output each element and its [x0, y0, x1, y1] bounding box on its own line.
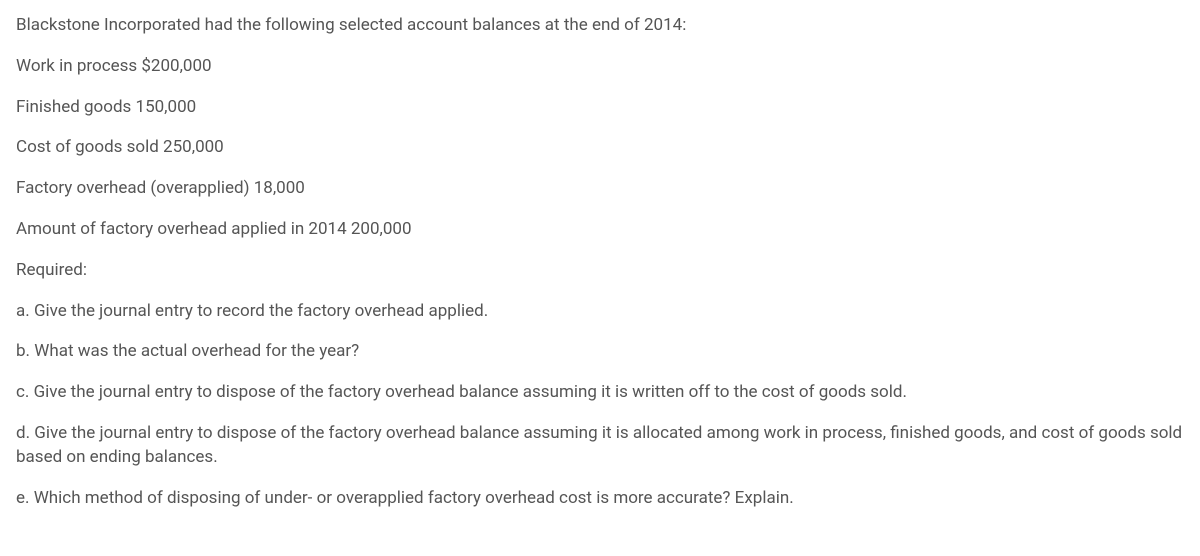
- factory-overhead-overapplied-line: Factory overhead (overapplied) 18,000: [16, 177, 1184, 201]
- intro-text: Blackstone Incorporated had the followin…: [16, 14, 1184, 38]
- question-e: e. Which method of disposing of under- o…: [16, 487, 1184, 511]
- required-label: Required:: [16, 259, 1184, 283]
- cogs-line: Cost of goods sold 250,000: [16, 136, 1184, 160]
- question-b: b. What was the actual overhead for the …: [16, 340, 1184, 364]
- work-in-process-line: Work in process $200,000: [16, 55, 1184, 79]
- factory-overhead-applied-line: Amount of factory overhead applied in 20…: [16, 218, 1184, 242]
- question-c: c. Give the journal entry to dispose of …: [16, 381, 1184, 405]
- question-a: a. Give the journal entry to record the …: [16, 300, 1184, 324]
- question-d: d. Give the journal entry to dispose of …: [16, 422, 1184, 470]
- finished-goods-line: Finished goods 150,000: [16, 96, 1184, 120]
